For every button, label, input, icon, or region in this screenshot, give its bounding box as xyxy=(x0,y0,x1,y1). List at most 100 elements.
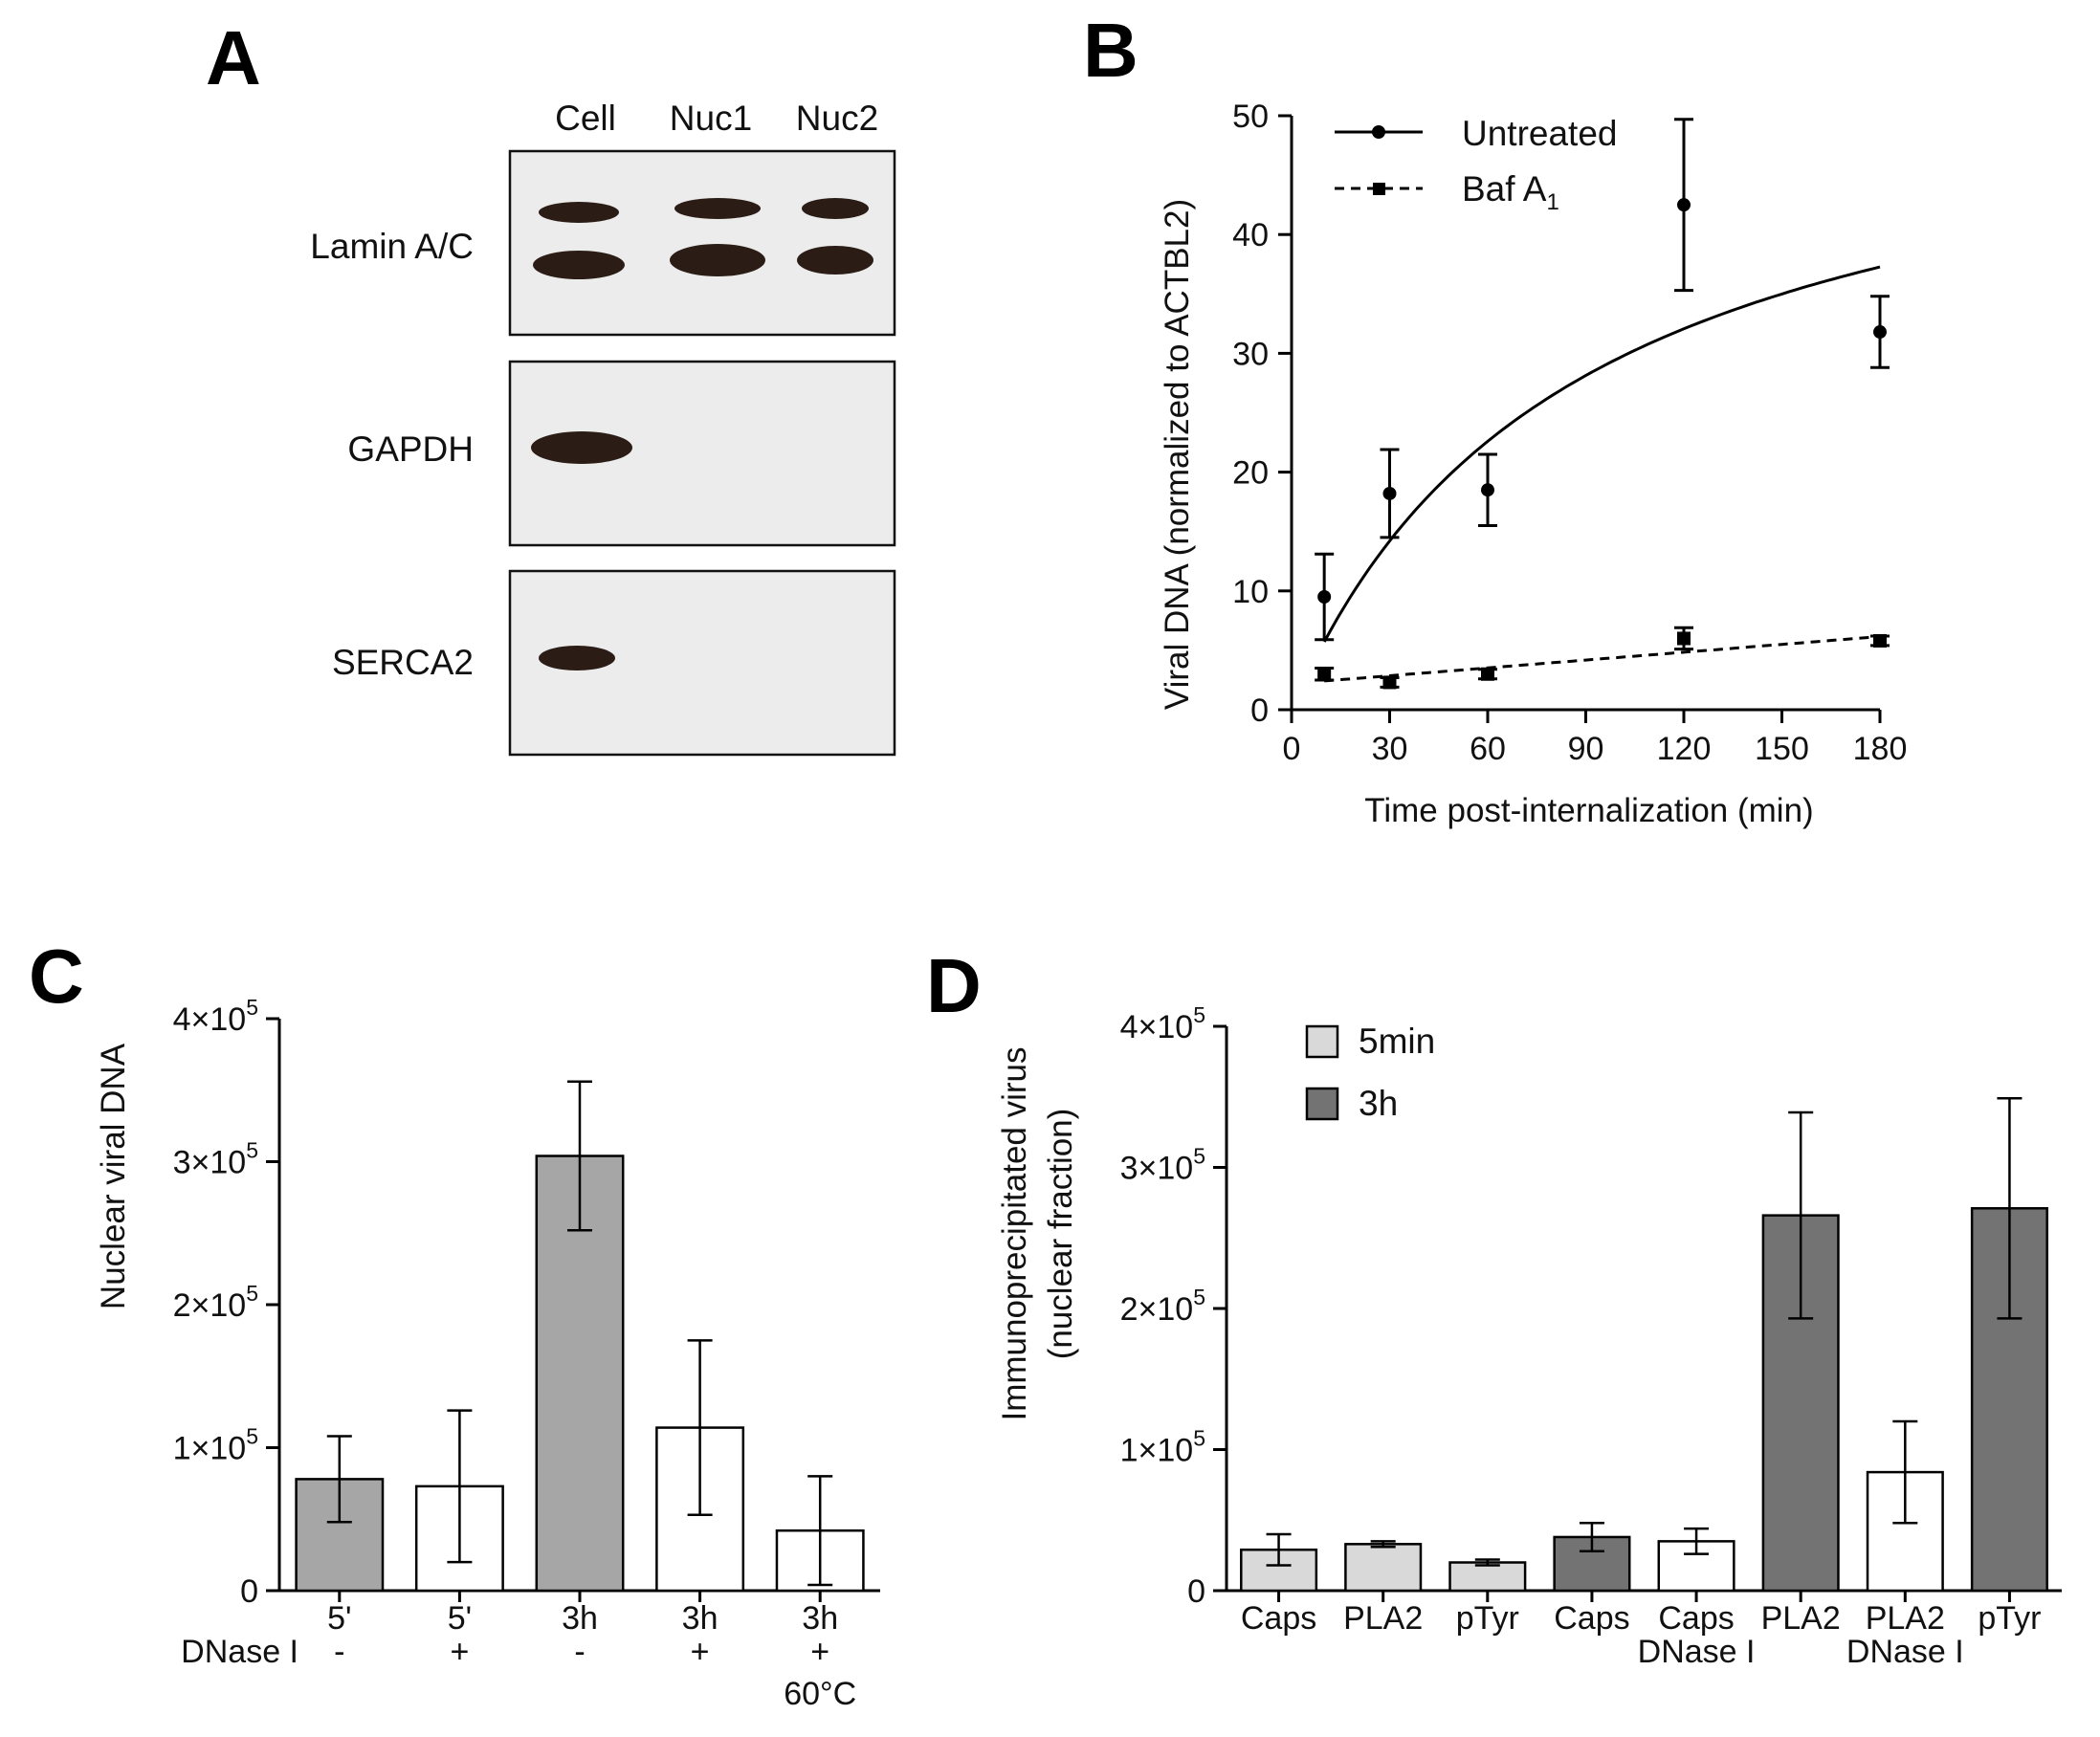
chart-c-category-label: 5' xyxy=(327,1600,351,1637)
chart-c-treatment-label: - xyxy=(334,1634,344,1670)
chart-b-x-tick-label: 30 xyxy=(1372,731,1408,767)
chart-c-y-tick-mantissa: 1×10 xyxy=(173,1431,247,1467)
chart-d-y-tick-label: 1×105 xyxy=(1120,1426,1205,1469)
band-gapdh-cell xyxy=(531,431,632,464)
chart-b-legend-bafa1-main: Baf A xyxy=(1462,169,1547,209)
chart-d-y-tick-exponent: 5 xyxy=(1193,1426,1205,1451)
panel-letter-c: C xyxy=(29,934,84,1019)
chart-b-point xyxy=(1481,483,1494,497)
chart-b-point xyxy=(1677,631,1691,646)
western-blot: Cell Nuc1 Nuc2 Lamin A/C GAPDH SERCA2 xyxy=(310,99,896,757)
chart-c-y-tick-exponent: 5 xyxy=(246,1424,258,1449)
panel-letter-a: A xyxy=(206,15,261,100)
chart-d-y-tick-label: 4×105 xyxy=(1120,1002,1205,1045)
chart-d-legend-3h: 3h xyxy=(1359,1084,1398,1123)
blot-lane-cell: Cell xyxy=(555,99,616,138)
chart-b-point xyxy=(1481,667,1494,681)
panel-letter-d: D xyxy=(926,943,982,1028)
chart-d-y-tick-mantissa: 0 xyxy=(1187,1573,1205,1610)
chart-d-ylabel-line2: (nuclear fraction) xyxy=(1042,1109,1079,1360)
chart-b-y-tick-label: 40 xyxy=(1232,217,1269,253)
band-lamin-nuc1-upper xyxy=(674,198,761,219)
chart-d-y-tick-exponent: 5 xyxy=(1193,1144,1205,1169)
blot-row-gapdh: GAPDH xyxy=(347,429,474,469)
band-lamin-cell-upper xyxy=(539,202,619,223)
band-lamin-nuc1-lower xyxy=(670,244,765,276)
chart-c-category-label: 3h xyxy=(562,1600,598,1637)
chart-b-xlabel: Time post-internalization (min) xyxy=(1364,792,1813,829)
chart-d-bar xyxy=(1344,1543,1423,1593)
chart-c-treatment-label: - xyxy=(574,1634,585,1670)
chart-c-y-tick-label: 2×105 xyxy=(173,1281,258,1324)
chart-c-treatment-label: + xyxy=(450,1634,469,1670)
chart-d-y-tick-label: 2×105 xyxy=(1120,1285,1205,1328)
chart-b-point xyxy=(1677,198,1691,212)
blot-lane-nuc2: Nuc2 xyxy=(796,99,878,138)
chart-d-category-label: Caps xyxy=(1554,1600,1629,1637)
blot-lane-nuc1: Nuc1 xyxy=(670,99,752,138)
chart-d-sublabel: DNase I xyxy=(1846,1634,1964,1670)
chart-d-category-label: pTyr xyxy=(1456,1600,1519,1637)
chart-b-x-tick-label: 180 xyxy=(1853,731,1908,767)
band-lamin-cell-lower xyxy=(533,251,625,279)
chart-b: Viral DNA (normalized to ACTBL2) Time po… xyxy=(1159,99,1907,829)
chart-c-y-tick-mantissa: 2×10 xyxy=(173,1287,247,1324)
chart-c-y-tick-exponent: 5 xyxy=(246,1138,258,1163)
chart-b-series-bafa1 xyxy=(1315,626,1890,690)
chart-d-bar xyxy=(1448,1561,1527,1593)
chart-b-series-untreated xyxy=(1315,118,1890,643)
chart-c-y-tick-label: 3×105 xyxy=(173,1138,258,1181)
chart-b-axes: 0 10 20 30 40 50 0 30 60 90 120 150 180 xyxy=(1232,99,1907,767)
band-lamin-nuc2-lower xyxy=(797,246,873,275)
chart-d-ylabel-line1: Immunoprecipitated virus xyxy=(996,1047,1033,1421)
chart-d: Immunoprecipitated virus (nuclear fracti… xyxy=(996,1002,2062,1670)
chart-c-y-tick-mantissa: 3×10 xyxy=(173,1145,247,1181)
chart-d-category-label: PLA2 xyxy=(1343,1600,1423,1637)
chart-b-ylabel: Viral DNA (normalized to ACTBL2) xyxy=(1159,199,1196,710)
chart-d-y-tick-exponent: 5 xyxy=(1193,1002,1205,1027)
chart-b-legend-marker-untreated xyxy=(1372,125,1385,139)
chart-b-point xyxy=(1873,633,1887,648)
chart-c-y-tick-mantissa: 0 xyxy=(240,1573,258,1610)
chart-c-category-label: 3h xyxy=(802,1600,838,1637)
chart-d-y-tick-mantissa: 2×10 xyxy=(1120,1291,1194,1328)
chart-d-legend-swatch-5min xyxy=(1305,1024,1339,1059)
chart-b-legend-bafa1: Baf A1 xyxy=(1462,169,1559,215)
chart-d-y-tick-exponent: 5 xyxy=(1193,1285,1205,1309)
chart-b-point xyxy=(1317,590,1332,605)
chart-d-y-tick-label: 0 xyxy=(1187,1573,1205,1610)
chart-b-y-tick-label: 20 xyxy=(1232,455,1269,492)
chart-d-sublabel: DNase I xyxy=(1638,1634,1756,1670)
chart-c-y-tick-label: 4×105 xyxy=(173,995,258,1038)
chart-c-y-tick-mantissa: 4×10 xyxy=(173,1001,247,1038)
chart-b-x-tick-label: 60 xyxy=(1470,731,1506,767)
chart-b-x-tick-label: 0 xyxy=(1283,731,1301,767)
band-serca2-cell xyxy=(539,646,615,671)
chart-b-y-tick-label: 50 xyxy=(1232,99,1269,135)
chart-b-y-tick-label: 10 xyxy=(1232,574,1269,610)
chart-c-extra-label: 60°C xyxy=(784,1676,856,1712)
chart-d-category-label: Caps xyxy=(1241,1600,1316,1637)
chart-b-fit-line xyxy=(1322,265,1881,643)
chart-b-legend-untreated: Untreated xyxy=(1462,114,1618,153)
chart-b-y-tick-label: 0 xyxy=(1250,693,1269,729)
chart-c-category-label: 3h xyxy=(682,1600,718,1637)
chart-d-y-tick-mantissa: 4×10 xyxy=(1120,1009,1194,1045)
chart-b-point xyxy=(1317,667,1332,681)
chart-d-y-tick-label: 3×105 xyxy=(1120,1144,1205,1187)
chart-b-point xyxy=(1382,675,1397,690)
blot-bands xyxy=(531,198,873,671)
chart-c-treatment-label: + xyxy=(691,1634,710,1670)
chart-c-y-tick-label: 0 xyxy=(240,1573,258,1610)
chart-b-point xyxy=(1873,325,1887,340)
chart-b-x-tick-label: 120 xyxy=(1657,731,1712,767)
chart-d-y-tick-mantissa: 1×10 xyxy=(1120,1433,1194,1469)
band-lamin-nuc2-upper xyxy=(802,198,869,219)
chart-d-category-label: PLA2 xyxy=(1866,1600,1945,1637)
chart-b-x-tick-label: 90 xyxy=(1568,731,1604,767)
blot-row-lamin: Lamin A/C xyxy=(310,227,474,266)
chart-d-category-label: pTyr xyxy=(1978,1600,2041,1637)
panel-letter-b: B xyxy=(1083,8,1138,93)
